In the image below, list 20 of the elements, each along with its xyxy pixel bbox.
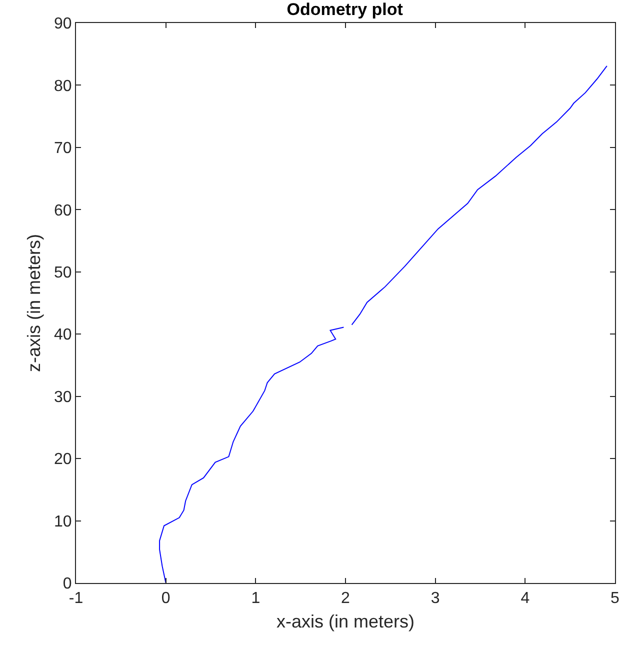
y-tick-label: 60 [54,202,72,220]
x-tick-label: 2 [341,590,350,608]
y-tick-label: 10 [54,513,72,530]
x-tick-label: 4 [520,590,530,608]
x-tick-label: 5 [610,590,620,608]
x-tick-label: 3 [430,590,440,608]
y-tick-label: 0 [62,576,72,593]
y-tick-label: 80 [54,78,72,95]
y-tick-label: 50 [54,264,72,282]
chart-title: Odometry plot [286,0,404,20]
y-tick-label: 90 [54,16,72,33]
x-axis-title: x-axis (in meters) [276,611,415,632]
x-tick-label: -1 [68,590,84,608]
x-tick-label: 1 [251,590,260,608]
y-axis-title: z-axis (in meters) [24,234,44,372]
y-tick-label: 20 [54,451,72,468]
y-tick-label: 70 [54,140,72,158]
x-tick-label: 0 [161,590,170,608]
y-tick-label: 30 [54,388,72,406]
y-tick-label: 40 [54,326,72,344]
